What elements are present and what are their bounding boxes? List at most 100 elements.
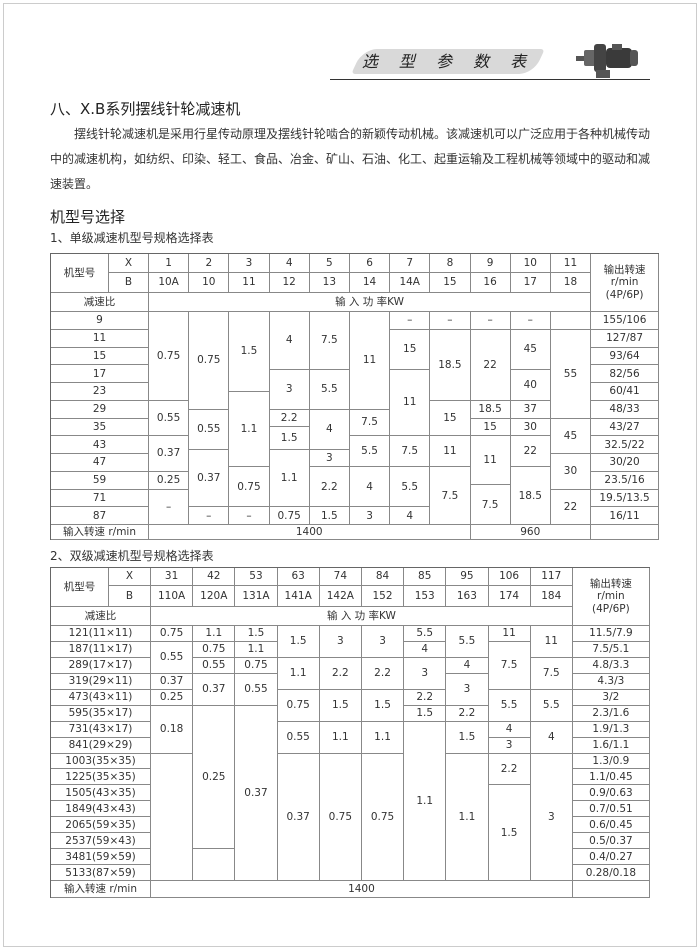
- x-model-header: 7: [390, 254, 431, 273]
- b-model-header: 110A: [151, 586, 194, 607]
- x-model-header: 84: [361, 568, 405, 586]
- power-cell: 0.55: [235, 673, 278, 706]
- x-model-header: 5: [309, 254, 350, 273]
- power-cell: 11: [470, 436, 511, 486]
- input-speed-value: 1400: [151, 881, 573, 898]
- x-model-header: 117: [530, 568, 573, 586]
- power-cell: 22: [470, 329, 511, 401]
- b-model-header: 10A: [149, 273, 190, 293]
- output-speed-cell: 11.5/7.9: [572, 626, 650, 642]
- x-model-header: 106: [488, 568, 531, 586]
- double-stage-selection-table: 机型号 X B 31 42 53 63 74 84 85 95 106 117 110A 120A 131A 1…: [50, 567, 650, 898]
- power-cell: 1.1: [446, 753, 489, 881]
- output-speed-cell: 93/64: [591, 347, 660, 366]
- ratio-header: 减速比: [51, 293, 149, 312]
- power-cell: 1.5: [229, 312, 270, 392]
- power-cell: 1.1: [404, 721, 447, 881]
- b-model-header: 13: [309, 273, 350, 293]
- power-cell: 0.75: [277, 689, 320, 722]
- output-speed-header-line: 输出转速: [589, 578, 632, 591]
- model-label: 机型号: [51, 568, 109, 607]
- power-cell: –: [470, 312, 511, 330]
- power-cell: 15: [390, 329, 431, 370]
- power-cell: 0.25: [151, 689, 194, 706]
- power-cell: 11: [349, 312, 391, 410]
- ratio-cell: 87: [51, 507, 149, 525]
- output-speed-cell: 32.5/22: [591, 436, 660, 454]
- ratio-cell: 731(43×17): [51, 721, 151, 738]
- power-cell: 55: [550, 329, 592, 419]
- b-model-header: 18: [550, 273, 592, 293]
- output-speed-cell: 60/41: [591, 383, 660, 401]
- b-model-header: 14: [349, 273, 391, 293]
- power-cell: 4: [446, 657, 489, 674]
- output-speed-cell: 30/20: [591, 454, 660, 472]
- power-cell: 15: [430, 400, 471, 437]
- power-cell: 5.5: [530, 689, 573, 722]
- table1-caption: 1、单级减速机型号规格选择表: [50, 231, 214, 245]
- power-cell: 7.5: [430, 467, 471, 525]
- power-cell: 30: [550, 454, 592, 490]
- power-cell: 45: [550, 418, 592, 454]
- power-cell: 2.2: [309, 467, 350, 508]
- power-cell: 4: [309, 409, 350, 450]
- power-cell: 11: [530, 626, 573, 658]
- power-cell: –: [229, 507, 270, 525]
- power-cell: 1.5: [404, 705, 447, 722]
- power-cell: 1.1: [269, 449, 310, 508]
- power-cell: 0.75: [149, 312, 190, 401]
- page-frame: [3, 3, 697, 947]
- input-speed-label: 输入转速 r/min: [51, 525, 149, 540]
- b-model-header: 131A: [235, 586, 278, 607]
- output-speed-header-line: r/min: [610, 276, 639, 289]
- power-cell: 3: [446, 673, 489, 706]
- power-cell: 18.5: [470, 400, 511, 419]
- output-speed-cell: 1.6/1.1: [572, 737, 650, 754]
- output-speed-cell: 3/2: [572, 689, 650, 706]
- output-speed-header: 输出转速 r/min (4P/6P): [591, 254, 660, 312]
- x-model-header: 8: [430, 254, 471, 273]
- input-speed-value: 960: [470, 525, 592, 540]
- intro-paragraph: 摆线针轮减速机是采用行星传动原理及摆线针轮啮合的新颖传动机械。该减速机可以广泛应…: [50, 127, 651, 191]
- output-speed-cell: 23.5/16: [591, 471, 660, 490]
- power-cell: 0.25: [149, 471, 190, 490]
- power-cell: 0.37: [235, 705, 278, 881]
- ratio-cell: 841(29×29): [51, 737, 151, 754]
- output-speed-cell: 155/106: [591, 312, 660, 330]
- b-model-header: 184: [530, 586, 573, 607]
- power-cell: 0.75: [361, 753, 405, 881]
- power-cell: 4: [269, 312, 310, 370]
- output-speed-cell: 19.5/13.5: [591, 489, 660, 508]
- output-speed-cell: 82/56: [591, 365, 660, 383]
- power-cell: 7.5: [349, 409, 391, 437]
- output-speed-cell: 1.9/1.3: [572, 721, 650, 738]
- power-cell: 5.5: [309, 369, 350, 410]
- output-speed-header: 输出转速 r/min (4P/6P): [572, 568, 650, 626]
- power-cell: 2.2: [446, 705, 489, 722]
- power-cell: 1.1: [277, 657, 320, 690]
- power-cell: 11: [488, 626, 531, 642]
- power-cell: 0.25: [193, 705, 236, 850]
- power-cell: 4: [530, 721, 573, 754]
- x-model-header: 95: [446, 568, 489, 586]
- x-model-header: 10: [510, 254, 551, 273]
- single-stage-selection-table: 机型号 X B 1 2 3 4 5 6 7 8 9 10 11 10A 10 11 12 13 14 14A 15 16 17…: [50, 253, 660, 540]
- power-cell: 1.1: [193, 626, 236, 642]
- power-cell: 3: [269, 369, 310, 410]
- power-cell: 0.37: [193, 673, 236, 706]
- power-cell: 0.75: [229, 467, 270, 508]
- x-model-header: 11: [550, 254, 592, 273]
- output-speed-cell: 4.8/3.3: [572, 657, 650, 674]
- output-speed-header-line: (4P/6P): [605, 288, 644, 301]
- power-cell: 0.37: [189, 449, 230, 508]
- power-cell: –: [149, 489, 190, 525]
- input-speed-label: 输入转速 r/min: [51, 881, 151, 898]
- model-selection-heading: 机型号选择: [50, 208, 126, 226]
- output-speed-cell: 0.9/0.63: [572, 785, 650, 802]
- b-label: B: [109, 273, 149, 293]
- power-cell: 0.75: [269, 507, 310, 525]
- power-cell: 0.55: [149, 400, 190, 437]
- power-cell: 37: [510, 400, 551, 419]
- ratio-cell: 2065(59×35): [51, 817, 151, 834]
- power-cell: 1.5: [309, 507, 350, 525]
